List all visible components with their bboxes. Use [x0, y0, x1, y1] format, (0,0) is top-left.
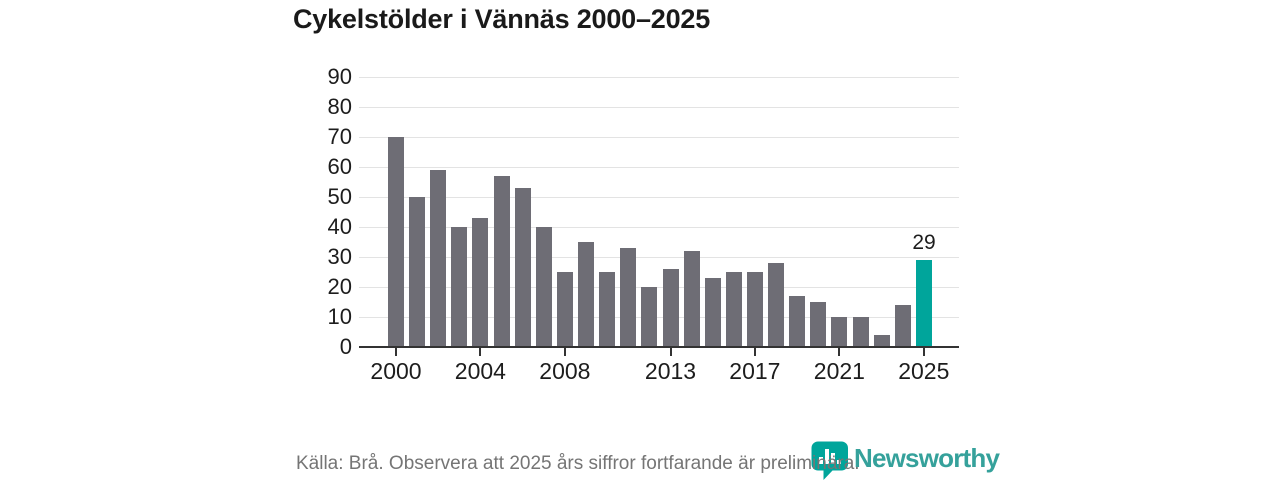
gridline-10	[359, 317, 959, 318]
gridline-30	[359, 257, 959, 258]
bar-2021	[831, 317, 848, 347]
bar-2009	[578, 242, 594, 347]
x-axis-tick-label: 2004	[454, 358, 506, 384]
gridline-50	[359, 197, 959, 198]
gridline-20	[359, 287, 959, 288]
x-axis-tick	[922, 348, 925, 356]
y-axis-tick-label: 80	[327, 94, 352, 119]
x-axis-line	[359, 345, 959, 348]
y-axis-tick-label: 30	[327, 244, 352, 269]
y-axis-tick-label: 60	[327, 154, 352, 179]
bar-2018	[768, 263, 784, 347]
x-axis-tick-label: 2008	[539, 358, 591, 384]
x-axis-tick-label: 2000	[370, 358, 422, 384]
newsworthy-bubble-barchart-icon	[811, 441, 848, 480]
bar-2004	[472, 218, 489, 347]
bar-2012	[641, 287, 658, 347]
x-axis-tick-label: 2017	[729, 358, 781, 384]
x-axis-tick	[669, 348, 672, 356]
bar-2006	[514, 188, 531, 347]
x-axis-tick	[563, 348, 566, 356]
y-axis-tick-label: 0	[339, 334, 352, 359]
x-axis-tick	[838, 348, 841, 356]
gridline-80	[359, 107, 959, 108]
y-axis-tick-label: 90	[327, 64, 352, 89]
bar-2024	[894, 305, 911, 347]
bar-2003	[451, 227, 468, 347]
bar-2007	[535, 227, 552, 347]
y-axis-tick-label: 70	[327, 124, 352, 149]
x-axis-tick	[479, 348, 482, 356]
bar-2000	[388, 137, 404, 347]
bar-2019	[789, 296, 806, 347]
x-axis-tick-label: 2021	[813, 358, 865, 384]
gridline-60	[359, 167, 959, 168]
x-axis-tick	[753, 348, 756, 356]
x-axis-tick-label: 2013	[644, 358, 697, 384]
bar-2016	[725, 272, 742, 347]
bar-2025	[915, 260, 932, 347]
bar-2002	[430, 170, 447, 347]
gridline-70	[359, 137, 959, 138]
bar-2023	[873, 335, 890, 347]
x-axis-tick	[395, 348, 397, 356]
bar-2008	[556, 272, 573, 347]
bar-2011	[620, 248, 637, 347]
y-axis-tick-label: 10	[327, 304, 352, 329]
bar-2013	[662, 269, 679, 347]
x-axis-tick-label: 2025	[898, 358, 950, 384]
gridline-40	[359, 227, 959, 228]
gridline-90	[359, 77, 959, 78]
y-axis-tick-label: 20	[327, 274, 352, 299]
bar-2001	[409, 197, 426, 347]
bar-2010	[599, 272, 616, 347]
bar-2005	[493, 176, 510, 347]
bar-2015	[704, 278, 721, 347]
bar-value-label-2025: 29	[912, 231, 936, 254]
bar-2022	[852, 317, 869, 347]
newsworthy-wordmark: Newsworthy	[854, 443, 1000, 473]
source-note: Källa: Brå. Observera att 2025 års siffr…	[296, 453, 860, 474]
bar-2014	[683, 251, 700, 347]
bar-2020	[810, 302, 827, 347]
y-axis-tick-label: 40	[327, 214, 352, 239]
chart-title: Cykelstölder i Vännäs 2000–2025	[293, 4, 711, 34]
bar-2017	[746, 272, 763, 347]
y-axis-tick-label: 50	[327, 184, 352, 209]
newsworthy-logo: Newsworthy	[811, 441, 1000, 480]
